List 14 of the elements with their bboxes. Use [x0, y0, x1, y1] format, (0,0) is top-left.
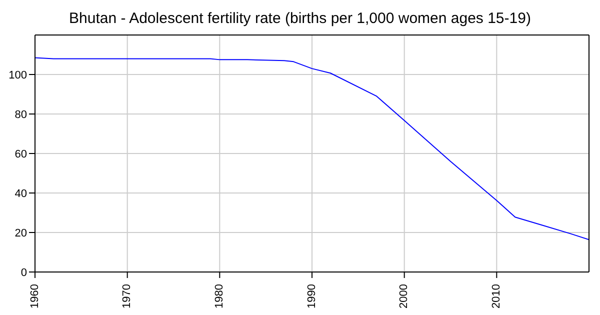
- x-tick-label: 2010: [490, 284, 503, 308]
- y-tick-label: 60: [14, 148, 27, 160]
- x-tick-label: 1990: [306, 284, 318, 308]
- chart-title: Bhutan - Adolescent fertility rate (births per 1,000 women ages 15-19): [68, 10, 532, 27]
- y-tick-label: 100: [8, 69, 27, 82]
- y-tick-label: 80: [14, 108, 27, 121]
- x-tick-label: 2000: [398, 284, 410, 308]
- y-tick-label: 40: [14, 188, 27, 200]
- line-series: [35, 57, 589, 240]
- x-tick-label: 1980: [214, 284, 226, 308]
- y-tick-label: 20: [14, 227, 27, 240]
- x-tick-label: 1960: [28, 284, 41, 308]
- x-tick-label: 1970: [121, 284, 134, 308]
- y-tick-label: 0: [20, 266, 27, 279]
